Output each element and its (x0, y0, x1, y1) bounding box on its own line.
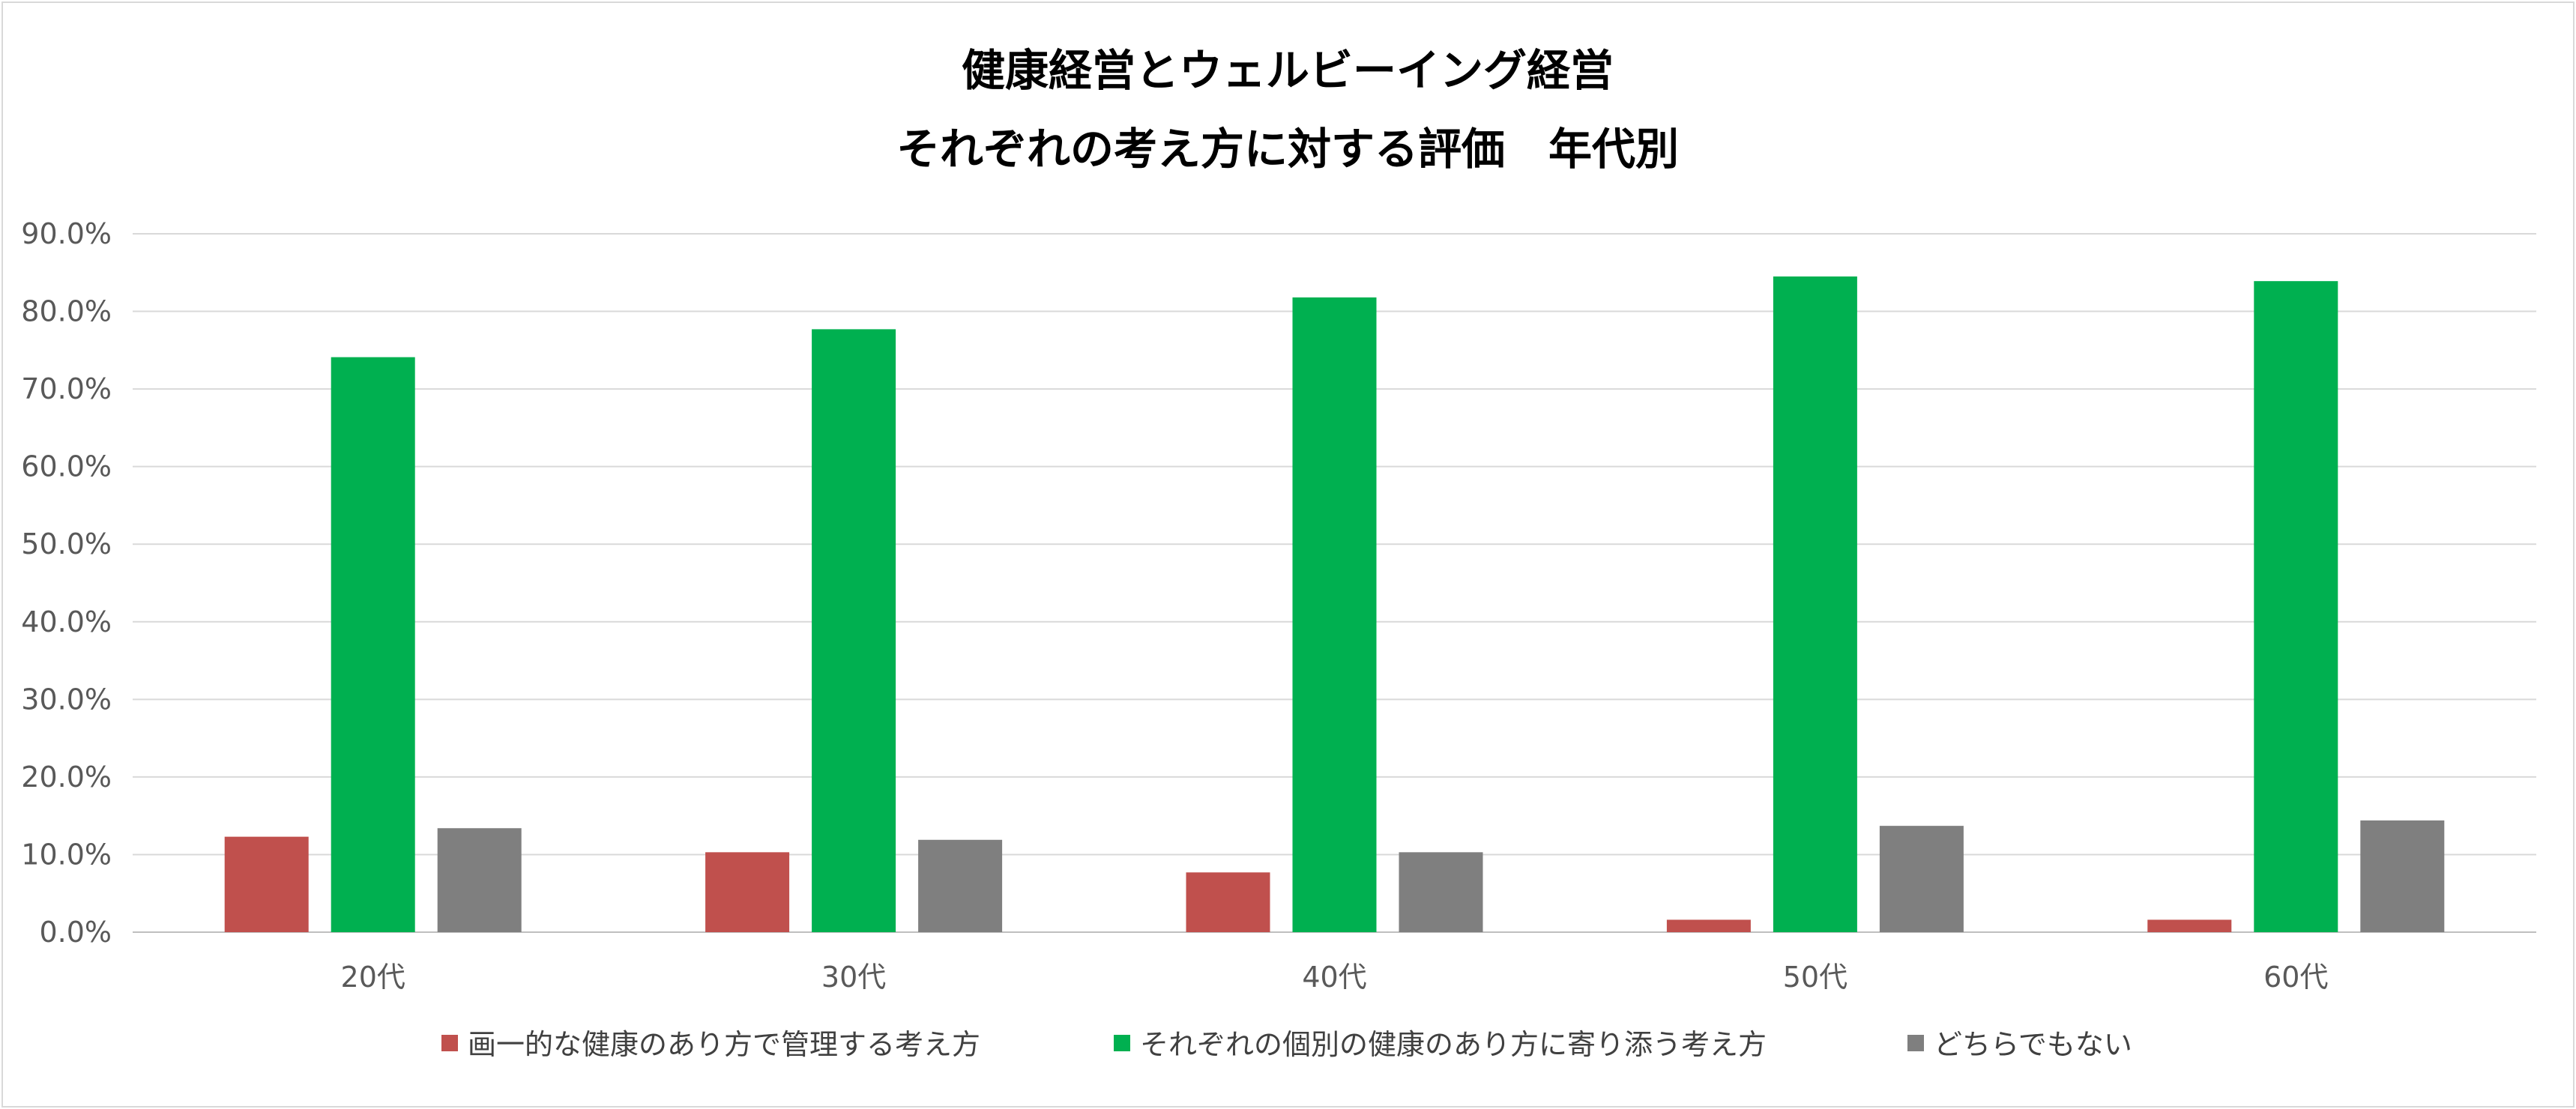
legend: 画一的な健康のあり方で管理する考え方 それぞれの個別の健康のあり方に寄り添う考え方… (441, 1028, 2132, 1061)
bar (2147, 919, 2232, 932)
y-axis-tick-labels: 0.0% 10.0% 20.0% 30.0% 40.0% 50.0% 60.0% 70.0% 8… (21, 217, 112, 949)
x-axis-tick-labels: 20代 30代 40代 50代 60代 (341, 961, 2329, 994)
bar (705, 852, 790, 932)
chart-svg: 健康経営とウェルビーイング経営 それぞれの考え方に対する評価 年代別 0.0% 1… (21, 45, 2536, 1061)
bar (2360, 820, 2445, 932)
y-tick-label: 40.0% (21, 605, 112, 638)
x-tick-label: 50代 (1783, 961, 1847, 994)
x-tick-label: 20代 (341, 961, 405, 994)
bar (1292, 297, 1377, 933)
bar (331, 357, 415, 932)
bar (437, 828, 522, 932)
y-tick-label: 60.0% (21, 450, 112, 483)
legend-label: どちらでもない (1934, 1028, 2132, 1061)
legend-item: 画一的な健康のあり方で管理する考え方 (441, 1028, 980, 1061)
y-tick-label: 0.0% (39, 916, 112, 949)
chart-subtitle: それぞれの考え方に対する評価 年代別 (896, 124, 1679, 175)
y-tick-label: 10.0% (21, 838, 112, 871)
x-tick-label: 60代 (2263, 961, 2328, 994)
y-tick-label: 80.0% (21, 295, 112, 328)
legend-item: それぞれの個別の健康のあり方に寄り添う考え方 (1114, 1028, 1767, 1061)
legend-label: それぞれの個別の健康のあり方に寄り添う考え方 (1140, 1028, 1767, 1061)
legend-item: どちらでもない (1907, 1028, 2132, 1061)
chart-title: 健康経営とウェルビーイング経営 (962, 45, 1614, 96)
legend-label: 画一的な健康のあり方で管理する考え方 (468, 1028, 980, 1061)
legend-swatch (1907, 1035, 1924, 1051)
bars (224, 276, 2445, 933)
x-tick-label: 40代 (1302, 961, 1366, 994)
y-tick-label: 30.0% (21, 683, 112, 716)
x-tick-label: 30代 (821, 961, 886, 994)
legend-swatch (441, 1035, 458, 1051)
y-tick-label: 70.0% (21, 372, 112, 405)
legend-swatch (1114, 1035, 1130, 1051)
y-tick-label: 20.0% (21, 761, 112, 794)
bar (1666, 919, 1751, 932)
bar (1186, 872, 1270, 932)
bar (1399, 852, 1483, 932)
bar (224, 836, 309, 932)
bar (812, 329, 896, 933)
bar (2254, 281, 2338, 932)
y-tick-label: 90.0% (21, 217, 112, 250)
bar (918, 839, 1003, 932)
bar (1879, 826, 1964, 932)
y-tick-label: 50.0% (21, 528, 112, 560)
bar (1773, 276, 1857, 932)
